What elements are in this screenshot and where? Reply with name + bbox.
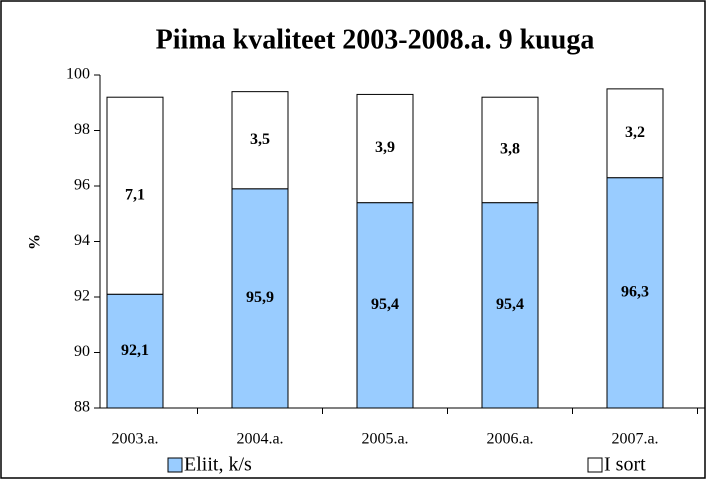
value-label: 95,4 bbox=[371, 296, 399, 313]
bar-segment bbox=[606, 177, 664, 409]
legend-swatch bbox=[587, 457, 603, 473]
bar-segment bbox=[356, 93, 414, 204]
bar-segment bbox=[356, 202, 414, 409]
bar-segment bbox=[606, 88, 664, 179]
bar-segment bbox=[481, 202, 539, 409]
value-label: 7,1 bbox=[125, 186, 145, 203]
y-tick-label: 100 bbox=[66, 66, 90, 83]
value-label: 3,9 bbox=[375, 139, 395, 156]
bar-segment bbox=[231, 188, 289, 409]
x-tick-label: 2005.a. bbox=[361, 431, 408, 448]
y-tick-label: 98 bbox=[74, 121, 90, 138]
value-label: 3,8 bbox=[500, 141, 520, 158]
value-label: 3,2 bbox=[625, 124, 645, 141]
legend-swatch bbox=[167, 457, 183, 473]
y-tick-label: 90 bbox=[74, 343, 90, 360]
value-label: 3,5 bbox=[250, 131, 270, 148]
y-tick-label: 92 bbox=[74, 288, 90, 305]
legend-label: I sort bbox=[604, 454, 646, 476]
y-tick-label: 96 bbox=[74, 177, 90, 194]
x-tick-label: 2007.a. bbox=[611, 431, 658, 448]
x-tick-label: 2006.a. bbox=[486, 431, 533, 448]
value-label: 95,4 bbox=[496, 296, 524, 313]
x-tick-label: 2004.a. bbox=[236, 431, 283, 448]
chart-title: Piima kvaliteet 2003-2008.a. 9 kuuga bbox=[156, 24, 595, 55]
x-tick-label: 2003.a. bbox=[111, 431, 158, 448]
bar-segment bbox=[481, 96, 539, 204]
legend-label: Eliit, k/s bbox=[184, 454, 252, 476]
y-tick-label: 94 bbox=[74, 232, 90, 249]
value-label: 92,1 bbox=[121, 342, 149, 359]
value-label: 95,9 bbox=[246, 289, 274, 306]
bar-segment bbox=[231, 91, 289, 190]
value-label: 96,3 bbox=[621, 284, 649, 301]
y-tick-label: 88 bbox=[74, 399, 90, 416]
bar-segment bbox=[106, 293, 164, 409]
bar-segment bbox=[106, 96, 164, 295]
y-axis-label: % bbox=[27, 234, 44, 250]
